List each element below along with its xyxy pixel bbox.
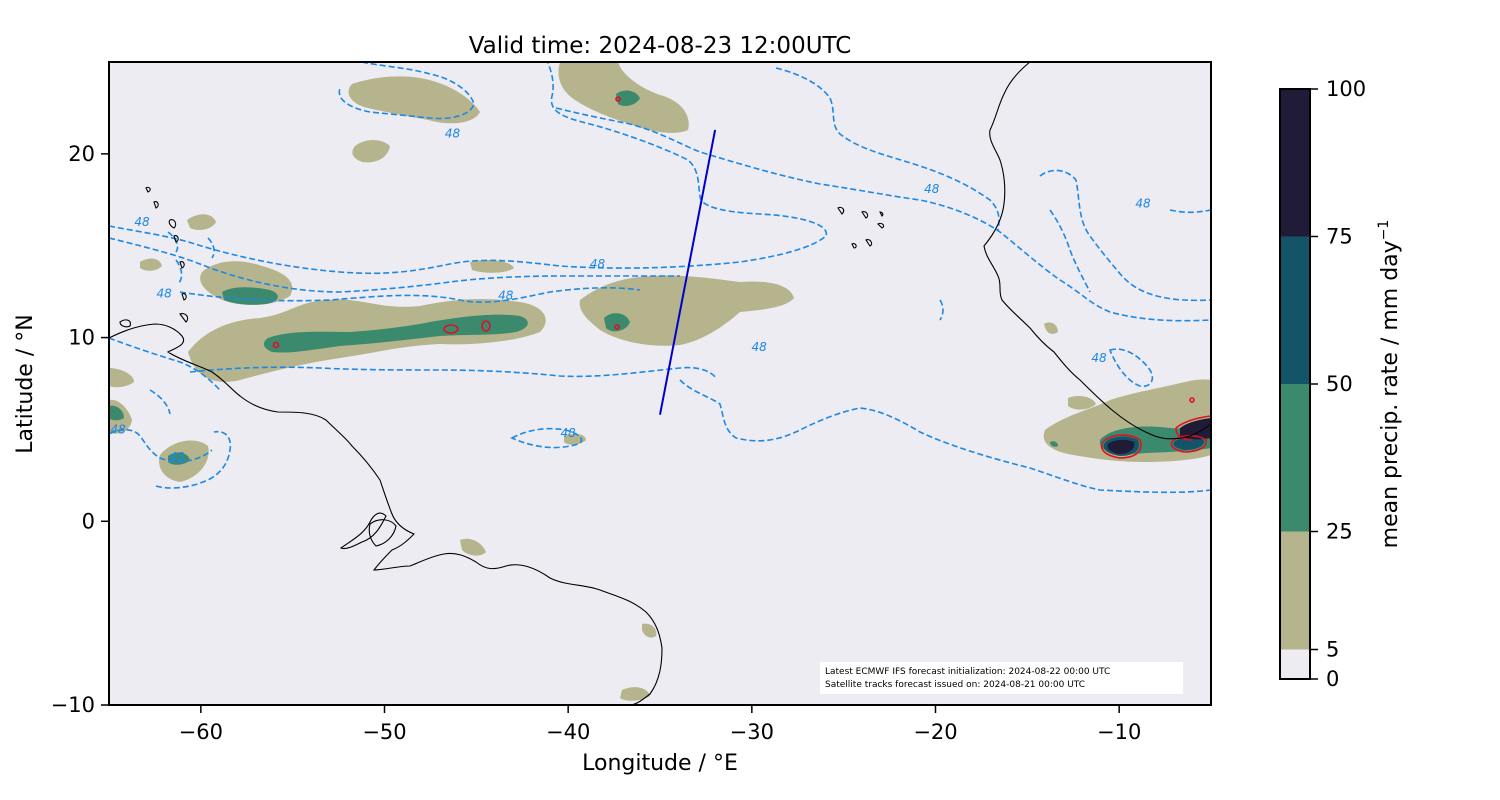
contour-label: 48 (590, 257, 606, 271)
colorbar-swatch (1280, 236, 1310, 384)
contour-lines (108, 61, 1212, 494)
contour-label: 48 (134, 215, 150, 229)
y-tick-label: 0 (82, 509, 95, 533)
contour-label: 48 (111, 422, 127, 436)
colorbar-tick-label: 0 (1326, 667, 1339, 691)
contour-label: 48 (445, 127, 461, 141)
y-tick-label: −10 (51, 693, 95, 717)
colorbar-swatch (1280, 531, 1310, 650)
map-background (109, 62, 1211, 705)
contour-labels: 48 48 48 48 48 48 48 48 48 48 48 48 (111, 127, 1151, 464)
contour-label: 48 (169, 450, 185, 464)
x-tick-label: −60 (179, 720, 223, 744)
y-axis-ticks: 20 10 0 −10 (51, 142, 109, 717)
colorbar-swatch (1280, 649, 1310, 679)
contour-label: 48 (924, 182, 940, 196)
contour-label: 48 (1135, 196, 1151, 210)
forecast-info-box: Latest ECMWF IFS forecast initialization… (820, 662, 1183, 694)
precip-colorbar: 0 5 25 50 75 100 (1279, 77, 1366, 691)
y-tick-label: 10 (68, 326, 95, 350)
satellite-track-issue-text: Satellite tracks forecast issued on: 202… (825, 680, 1085, 690)
x-tick-label: −30 (730, 720, 774, 744)
colorbar-label-text: mean precip. rate / mm day (1378, 240, 1403, 548)
x-tick-label: −40 (546, 720, 590, 744)
map-title: Valid time: 2024-08-23 12:00UTC (469, 33, 852, 59)
contour-label: 48 (561, 426, 577, 440)
y-axis-label: Latitude / °N (13, 314, 38, 453)
colorbar-tick-label: 5 (1326, 638, 1339, 662)
colorbar-swatch (1280, 384, 1310, 532)
precip-band-50-100 (1103, 418, 1211, 456)
y-tick-label: 20 (68, 142, 95, 166)
colorbar-tick-label: 100 (1326, 77, 1366, 101)
forecast-init-text: Latest ECMWF IFS forecast initialization… (825, 667, 1110, 677)
x-axis-ticks: −60 −50 −40 −30 −20 −10 (179, 705, 1141, 744)
colorbar-swatch (1280, 89, 1310, 237)
satellite-track (659, 129, 717, 415)
colorbar-tick-label: 50 (1326, 372, 1353, 396)
contour-label: 48 (498, 288, 514, 302)
x-tick-label: −50 (362, 720, 406, 744)
x-axis-label: Longitude / °E (582, 751, 738, 776)
map-frame (108, 61, 1212, 706)
colorbar-tick-label: 25 (1326, 520, 1353, 544)
contour-label: 48 (156, 286, 172, 300)
map-panel: 48 48 48 48 48 48 48 48 48 48 48 48 (108, 61, 1212, 706)
contour-label: 48 (752, 340, 768, 354)
colorbar-label-exponent: −1 (1376, 220, 1392, 241)
contour-label: 48 (1091, 351, 1107, 365)
colorbar-tick-label: 75 (1326, 225, 1353, 249)
colorbar-label: mean precip. rate / mm day−1 (1376, 220, 1403, 549)
x-tick-label: −10 (1097, 720, 1141, 744)
forecast-info-background (820, 662, 1183, 694)
x-tick-label: −20 (913, 720, 957, 744)
coastlines (108, 61, 1212, 706)
